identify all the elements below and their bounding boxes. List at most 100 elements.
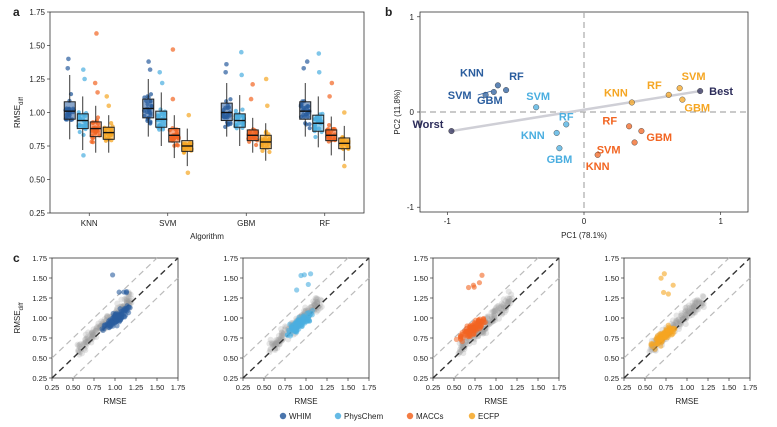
background-point bbox=[74, 341, 81, 348]
background-point bbox=[90, 333, 97, 340]
background-point bbox=[475, 333, 482, 340]
background-point bbox=[278, 329, 285, 336]
background-point bbox=[127, 291, 134, 298]
data-point-maccs bbox=[327, 123, 332, 128]
pca-point-rf bbox=[626, 123, 633, 130]
data-point-whim bbox=[224, 99, 229, 104]
data-point-physchem bbox=[300, 314, 307, 320]
background-point bbox=[272, 339, 279, 346]
background-point bbox=[93, 327, 100, 334]
data-point-ecfp bbox=[654, 341, 660, 347]
pca-point-svm bbox=[676, 85, 683, 92]
data-point-ecfp bbox=[109, 121, 114, 126]
data-point-maccs bbox=[478, 322, 485, 329]
outlier-point-physchem bbox=[157, 70, 163, 75]
data-point-physchem bbox=[240, 107, 245, 112]
x-tick-label-c: 1.75 bbox=[171, 383, 186, 392]
x-tick-label-c: 1.25 bbox=[320, 383, 335, 392]
background-point bbox=[489, 316, 496, 323]
pca-label-gbm: GBM bbox=[547, 154, 573, 166]
x-tick-label-c: 1.00 bbox=[299, 383, 314, 392]
legend-label-whim: WHIM bbox=[289, 412, 312, 421]
background-point bbox=[275, 332, 282, 339]
background-point bbox=[123, 298, 130, 305]
pca-point-gbm bbox=[638, 128, 645, 135]
data-point-ecfp bbox=[657, 331, 663, 337]
background-point bbox=[686, 308, 693, 315]
background-point bbox=[123, 298, 130, 305]
background-point bbox=[495, 315, 502, 322]
background-point bbox=[683, 311, 690, 318]
background-point bbox=[480, 330, 487, 337]
outlier-point-maccs bbox=[95, 90, 100, 95]
background-point bbox=[691, 309, 698, 316]
background-point bbox=[311, 301, 318, 308]
pca-label-best: Best bbox=[709, 86, 733, 98]
background-point bbox=[302, 304, 309, 311]
background-point bbox=[692, 302, 699, 309]
background-point bbox=[314, 298, 321, 305]
background-point bbox=[93, 334, 100, 341]
outlier-point-physchem bbox=[316, 51, 322, 56]
y-tick-label-c: 1.25 bbox=[223, 294, 238, 303]
background-point bbox=[84, 334, 91, 341]
background-point bbox=[460, 350, 467, 357]
background-point bbox=[698, 299, 705, 306]
subplot-physchem: 0.250.25 0.50 0.50 0.75 0.75 1.00 1.00 1.25 1.25… bbox=[223, 254, 376, 406]
background-point bbox=[684, 307, 691, 314]
background-point bbox=[98, 318, 105, 325]
y-tick-label-c: 1.25 bbox=[604, 294, 619, 303]
background-point bbox=[313, 295, 320, 302]
background-point bbox=[506, 295, 513, 302]
y-tick-label-c: 1.50 bbox=[604, 274, 619, 283]
y-axis-label-sub-c: diff bbox=[19, 302, 25, 310]
background-point bbox=[274, 340, 281, 347]
background-point bbox=[498, 300, 505, 307]
background-point bbox=[89, 331, 96, 338]
background-point bbox=[125, 293, 132, 300]
y-tick-label-a: 1.50 bbox=[29, 42, 45, 51]
data-point-whim bbox=[119, 311, 125, 317]
background-point bbox=[503, 307, 510, 314]
legend-marker-whim bbox=[279, 412, 287, 420]
background-point bbox=[488, 313, 495, 320]
pca-label-rf: RF bbox=[559, 111, 574, 123]
background-point bbox=[75, 347, 82, 354]
background-point bbox=[673, 319, 680, 326]
x-axis-label-c: RMSE bbox=[294, 397, 317, 406]
outlier-point-physchem bbox=[294, 287, 300, 293]
background-point bbox=[488, 309, 495, 316]
outlier-point-maccs bbox=[479, 272, 485, 278]
background-point bbox=[501, 309, 508, 316]
x-tick-label-a: SVM bbox=[159, 219, 177, 228]
outlier-point-whim bbox=[304, 59, 310, 64]
outlier-point-physchem bbox=[239, 72, 244, 78]
data-point-physchem bbox=[300, 319, 306, 325]
background-point bbox=[499, 310, 506, 317]
data-point-maccs bbox=[468, 328, 474, 334]
background-point bbox=[693, 299, 700, 306]
data-point-whim bbox=[307, 126, 312, 131]
background-point bbox=[93, 328, 100, 335]
pca-point-gbm bbox=[556, 145, 563, 152]
pca-point-knn bbox=[594, 151, 601, 158]
background-point bbox=[457, 346, 464, 353]
x-axis-label-c: RMSE bbox=[484, 397, 507, 406]
legend-marker-ecfp bbox=[468, 412, 476, 420]
outlier-point-ecfp bbox=[186, 112, 192, 118]
y-tick-label-c: 1.50 bbox=[32, 274, 47, 283]
pca-point-knn bbox=[628, 99, 635, 106]
data-point-ecfp bbox=[260, 148, 265, 154]
y-tick-label-b: 1 bbox=[410, 13, 415, 22]
outlier-point-ecfp bbox=[265, 103, 270, 109]
x-tick-label-b: -1 bbox=[444, 217, 452, 226]
background-point bbox=[89, 332, 96, 339]
background-point bbox=[88, 339, 95, 346]
x-tick-label-c: 1.25 bbox=[510, 383, 525, 392]
background-point bbox=[85, 339, 92, 346]
guide-lower bbox=[263, 277, 370, 379]
x-tick-label-c: 0.25 bbox=[236, 383, 251, 392]
background-point bbox=[673, 312, 680, 319]
x-tick-label-c: 0.75 bbox=[468, 383, 483, 392]
background-point bbox=[675, 316, 682, 323]
